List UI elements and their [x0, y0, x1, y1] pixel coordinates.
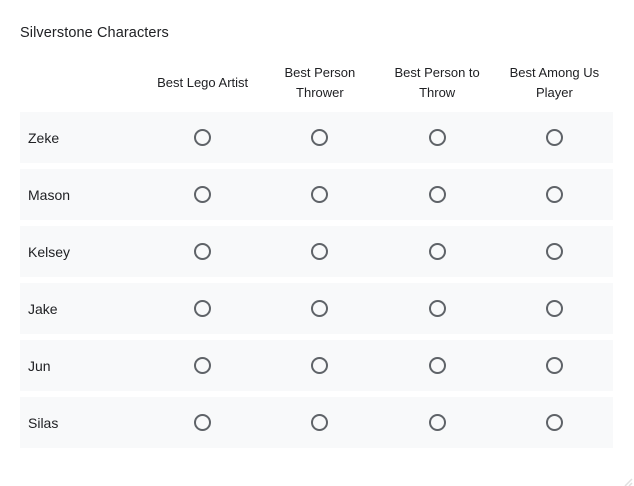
- radio-mason-col1[interactable]: [194, 186, 212, 203]
- row-label: Mason: [28, 186, 71, 203]
- radio-zeke-col2[interactable]: [311, 129, 329, 146]
- radio-cell: [144, 169, 261, 220]
- column-header-4: Best Among Us Player: [509, 65, 600, 100]
- grid-corner-cell: [20, 60, 144, 106]
- radio-cell: [379, 340, 496, 391]
- radio-cell: [261, 283, 378, 334]
- grid-row-mason: Mason: [20, 169, 613, 220]
- grid-row-jun: Jun: [20, 340, 613, 391]
- grid-row-jake: Jake: [20, 283, 613, 334]
- resize-handle-icon[interactable]: [622, 474, 633, 486]
- grid-header-row: Best Lego Artist Best Person Thrower Best …: [20, 60, 613, 106]
- radio-kelsey-col2[interactable]: [311, 243, 329, 260]
- grid-row-zeke: Zeke: [20, 112, 613, 163]
- choice-grid: Best Lego Artist Best Person Thrower Best …: [20, 60, 613, 448]
- radio-cell: [496, 283, 613, 334]
- row-label: Zeke: [28, 129, 60, 146]
- radio-cell: [144, 226, 261, 277]
- grid-row-kelsey: Kelsey: [20, 226, 613, 277]
- radio-cell: [379, 283, 496, 334]
- radio-mason-col3[interactable]: [428, 186, 446, 203]
- radio-silas-col1[interactable]: [194, 414, 212, 431]
- radio-cell: [379, 397, 496, 448]
- radio-zeke-col1[interactable]: [194, 129, 212, 146]
- radio-silas-col4[interactable]: [545, 414, 563, 431]
- radio-cell: [144, 112, 261, 163]
- radio-kelsey-col3[interactable]: [428, 243, 446, 260]
- column-header-3: Best Person to Throw: [394, 65, 480, 100]
- radio-kelsey-col4[interactable]: [545, 243, 563, 260]
- radio-cell: [261, 397, 378, 448]
- row-label: Jake: [28, 300, 58, 317]
- radio-jun-col2[interactable]: [311, 357, 329, 374]
- radio-cell: [261, 112, 378, 163]
- column-header-2: Best Person Thrower: [284, 65, 356, 100]
- radio-cell: [496, 226, 613, 277]
- radio-cell: [379, 226, 496, 277]
- radio-jun-col3[interactable]: [428, 357, 446, 374]
- radio-cell: [379, 169, 496, 220]
- page-title: Silverstone Characters: [20, 25, 169, 41]
- radio-cell: [144, 340, 261, 391]
- row-label: Kelsey: [28, 243, 71, 260]
- radio-mason-col4[interactable]: [545, 186, 563, 203]
- radio-cell: [496, 112, 613, 163]
- column-header-1: Best Lego Artist: [157, 75, 249, 90]
- radio-cell: [261, 340, 378, 391]
- radio-jake-col4[interactable]: [545, 300, 563, 317]
- radio-cell: [261, 169, 378, 220]
- radio-cell: [144, 283, 261, 334]
- radio-cell: [261, 226, 378, 277]
- radio-cell: [496, 340, 613, 391]
- radio-cell: [496, 169, 613, 220]
- row-label: Silas: [28, 414, 59, 431]
- grid-row-silas: Silas: [20, 397, 613, 448]
- radio-kelsey-col1[interactable]: [194, 243, 212, 260]
- radio-silas-col3[interactable]: [428, 414, 446, 431]
- radio-jake-col2[interactable]: [311, 300, 329, 317]
- radio-jun-col1[interactable]: [194, 357, 212, 374]
- radio-silas-col2[interactable]: [311, 414, 329, 431]
- radio-cell: [144, 397, 261, 448]
- row-label: Jun: [28, 357, 51, 374]
- radio-mason-col2[interactable]: [311, 186, 329, 203]
- radio-jake-col1[interactable]: [194, 300, 212, 317]
- radio-cell: [379, 112, 496, 163]
- radio-cell: [496, 397, 613, 448]
- radio-zeke-col4[interactable]: [545, 129, 563, 146]
- radio-jun-col4[interactable]: [545, 357, 563, 374]
- radio-jake-col3[interactable]: [428, 300, 446, 317]
- radio-zeke-col3[interactable]: [428, 129, 446, 146]
